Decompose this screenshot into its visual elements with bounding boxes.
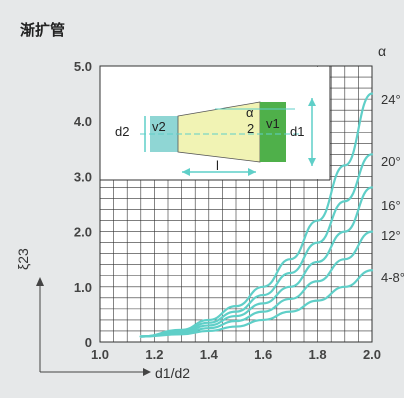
outlet-pipe (260, 102, 286, 162)
y-ticks: 0 1.0 2.0 3.0 4.0 5.0 (74, 59, 92, 350)
d1-arrow-bottom (308, 158, 316, 166)
curves (139, 92, 374, 338)
y-tick-label: 0 (85, 335, 92, 350)
length-arrow-right (248, 168, 256, 176)
series-label-3: 12° (381, 228, 401, 243)
x-axis-arrowhead (143, 368, 151, 376)
diagram-label-two: 2 (247, 121, 254, 136)
x-ticks: 1.0 1.2 1.4 1.6 1.8 2.0 (91, 347, 381, 362)
length-arrow-left (182, 168, 190, 176)
angle-labels: 24° 20° 16° 12° 4-8° (381, 92, 404, 285)
diagram-label-d1: d1 (290, 124, 304, 139)
diagram-label-alpha: α (246, 105, 254, 120)
y-tick-label: 3.0 (74, 169, 92, 184)
series-line-2 (139, 186, 374, 338)
x-tick-label: 1.2 (145, 347, 163, 362)
chart-title: 渐扩管 (20, 21, 65, 39)
expansion-diagram: v2 v1 d2 d1 α2 l (100, 66, 331, 181)
diagram-label-d2: d2 (115, 124, 129, 139)
diagram-label-v1: v1 (266, 116, 280, 131)
x-tick-label: 1.6 (254, 347, 272, 362)
x-axis-label: d1/d2 (155, 365, 190, 381)
x-tick-label: 2.0 (363, 347, 381, 362)
y-tick-label: 4.0 (74, 114, 92, 129)
series-line-4 (139, 269, 374, 338)
y-tick-label: 5.0 (74, 59, 92, 74)
y-tick-label: 2.0 (74, 225, 92, 240)
diagram-label-v2: v2 (152, 119, 166, 134)
x-tick-label: 1.8 (309, 347, 327, 362)
series-line-1 (139, 153, 374, 338)
legend-title: α (378, 43, 386, 59)
y-axis-arrowhead (36, 277, 44, 286)
series-label-1: 20° (381, 154, 401, 169)
series-label-0: 24° (381, 92, 401, 107)
y-tick-label: 1.0 (74, 280, 92, 295)
diagram-label-length: l (216, 158, 219, 173)
series-label-2: 16° (381, 198, 401, 213)
d1-arrow-top (308, 98, 316, 106)
series-label-4: 4-8° (381, 270, 404, 285)
y-axis-label: ξ23 (15, 248, 31, 270)
x-tick-label: 1.0 (91, 347, 109, 362)
plot-border (99, 65, 373, 343)
x-tick-label: 1.4 (200, 347, 219, 362)
series-line-3 (139, 230, 374, 338)
series-line-0 (139, 92, 374, 338)
